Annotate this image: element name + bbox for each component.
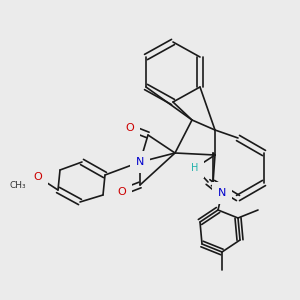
Text: O: O	[34, 172, 42, 182]
Text: O: O	[126, 123, 134, 133]
Text: N: N	[218, 188, 226, 198]
Text: H: H	[191, 163, 199, 173]
Text: N: N	[136, 157, 144, 167]
Text: CH₃: CH₃	[10, 181, 26, 190]
Text: O: O	[118, 187, 126, 197]
